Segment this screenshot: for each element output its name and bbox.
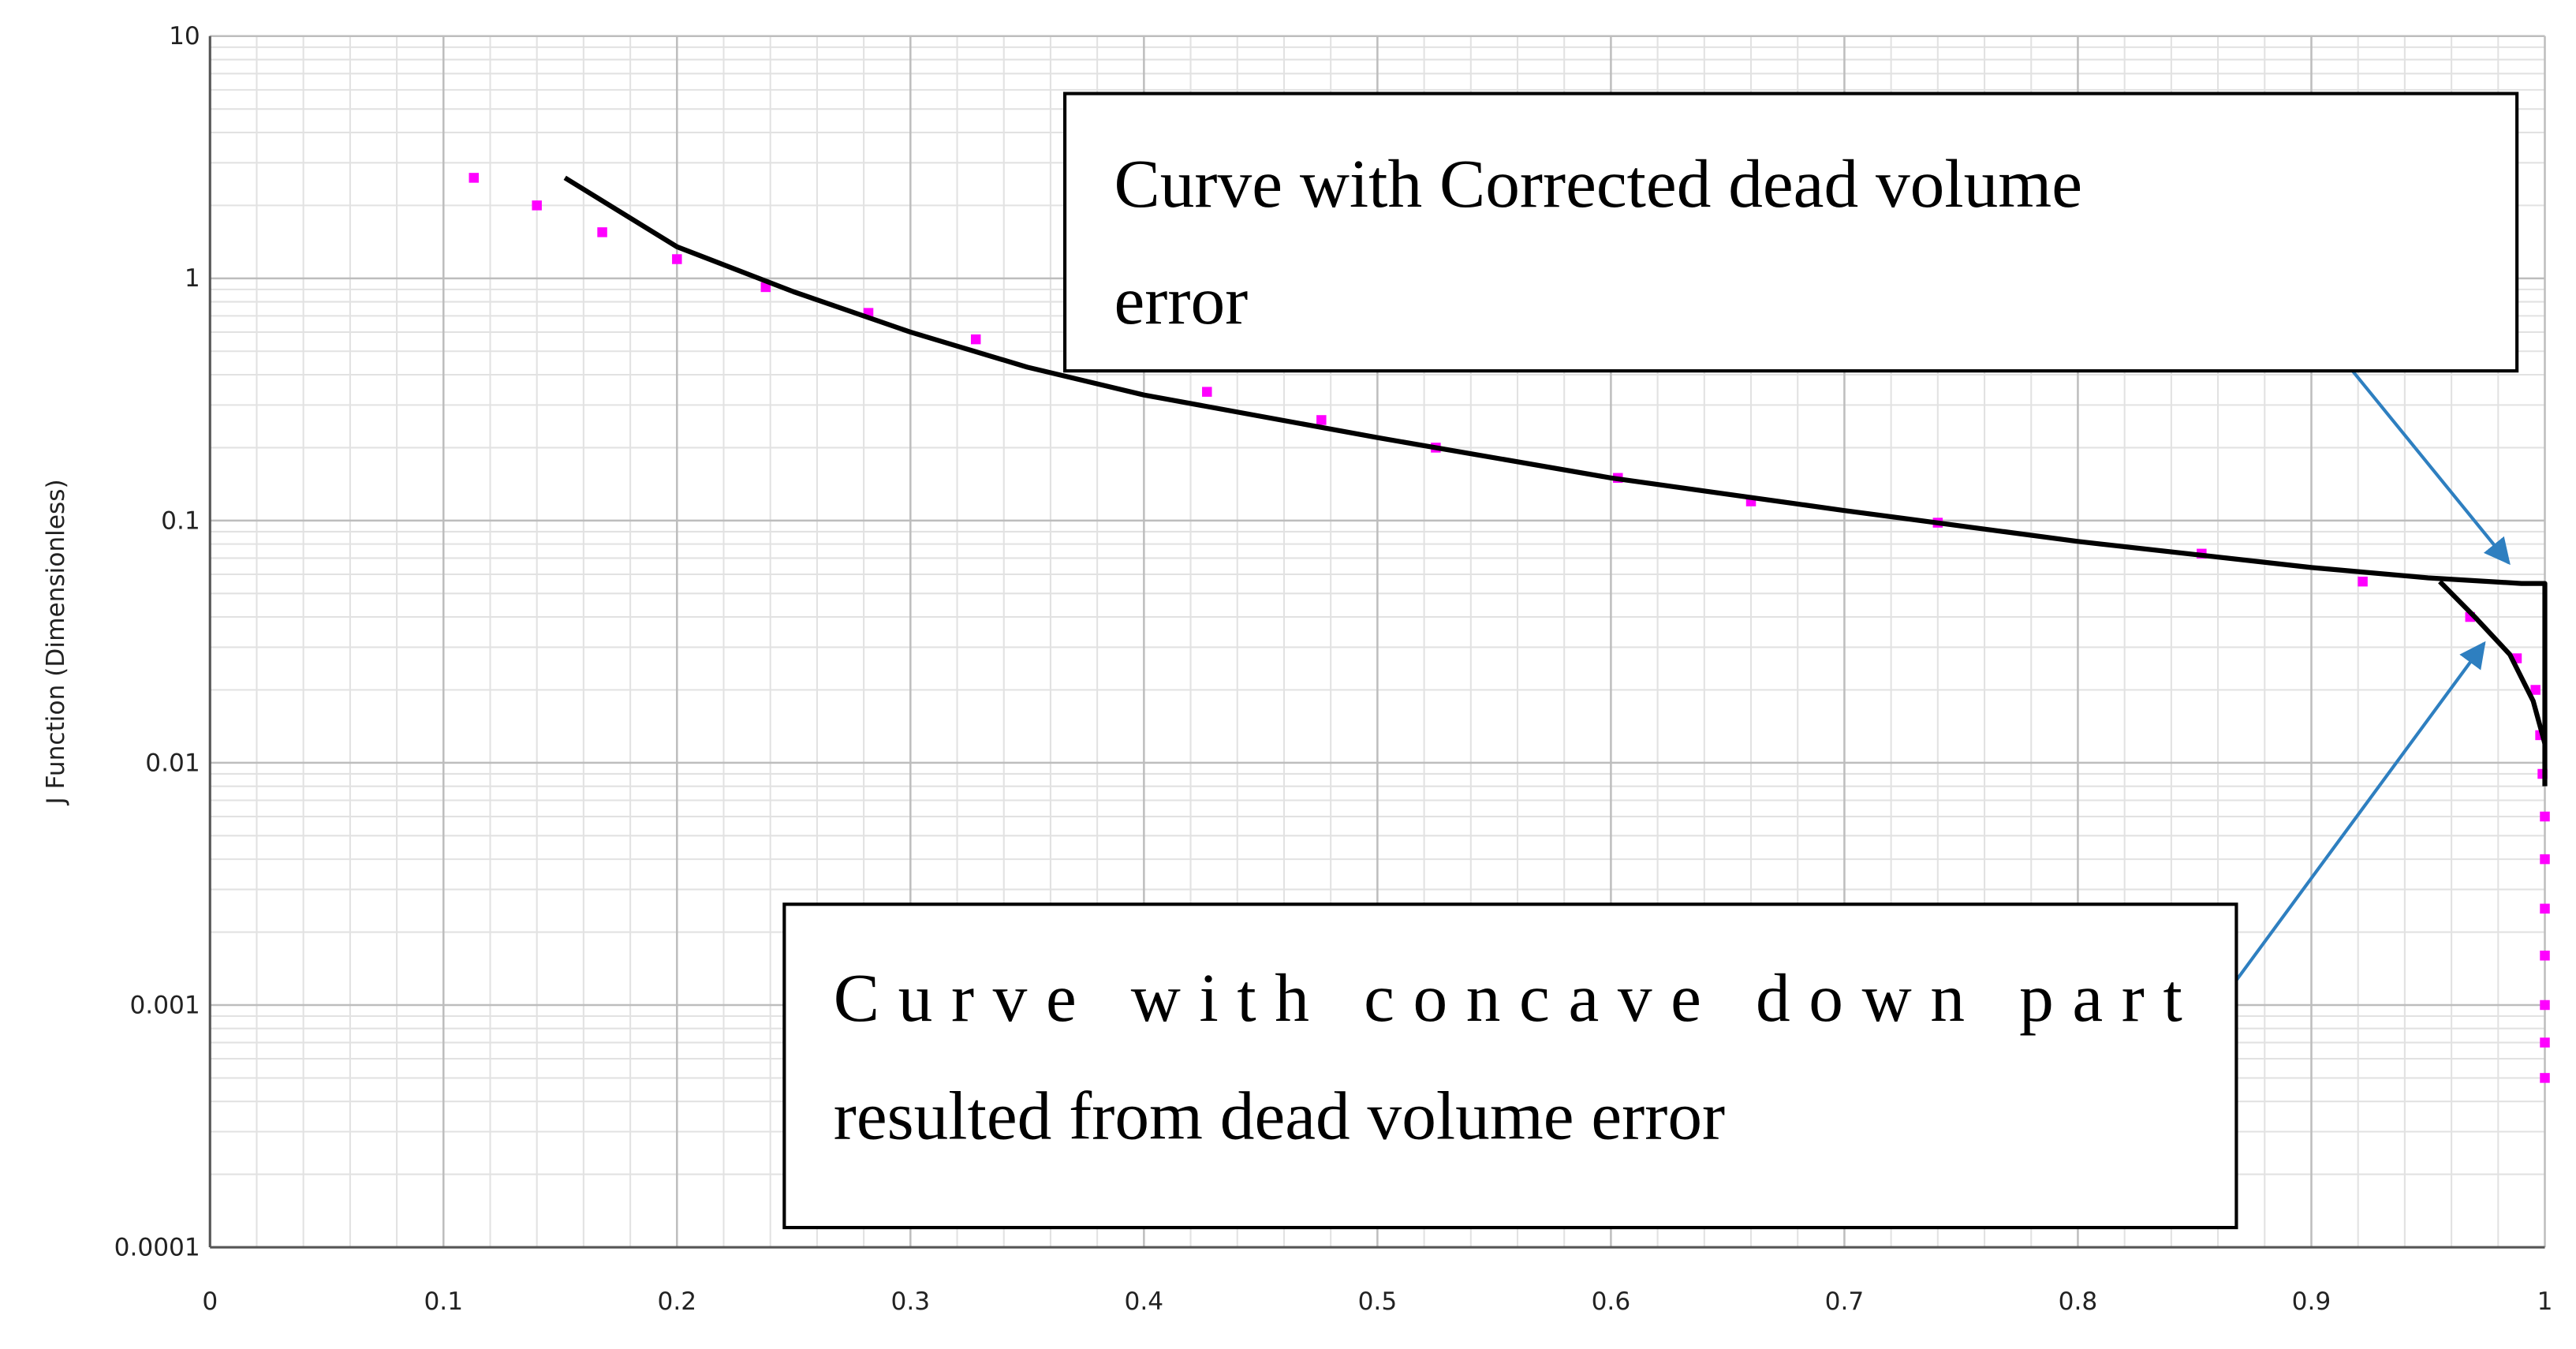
y-tick-label: 0.1 [161, 506, 200, 535]
x-tick-label: 1 [2537, 1287, 2553, 1316]
point [2540, 1037, 2550, 1048]
point [1316, 415, 1327, 425]
y-tick-label: 0.01 [145, 749, 200, 777]
y-tick-label: 0.001 [129, 991, 200, 1019]
point [2358, 576, 2368, 587]
point [970, 334, 981, 345]
x-tick-label: 0.6 [1592, 1287, 1631, 1316]
y-tick-label: 1 [185, 264, 200, 293]
y-tick-label: 10 [169, 22, 200, 50]
x-tick-label: 0 [202, 1287, 218, 1316]
point [672, 254, 682, 264]
plot [469, 173, 2550, 1083]
point [597, 227, 607, 237]
annotation: resulted from dead volume error [834, 1078, 1725, 1154]
annotation-box [782, 902, 2238, 1230]
curve [2438, 579, 2548, 745]
point [2540, 1073, 2550, 1083]
x-tick-label: 0.7 [1825, 1287, 1865, 1316]
annotation-box [1063, 92, 2519, 373]
point [2540, 811, 2550, 822]
annotation: error [1114, 262, 1248, 338]
y-tick-label: 0.0001 [114, 1233, 200, 1261]
x-tick-label: 0.4 [1125, 1287, 1164, 1316]
point [1202, 387, 1212, 397]
x-tick-label: 0.8 [2059, 1287, 2098, 1316]
x-tick-label: 0.9 [2292, 1287, 2331, 1316]
annotation: Curve with Corrected dead volume [1114, 145, 2082, 222]
point [760, 282, 771, 293]
point [2540, 903, 2550, 914]
point [2530, 685, 2541, 695]
point [2540, 1000, 2550, 1011]
point [2540, 854, 2550, 865]
point [532, 200, 542, 211]
x-tick-label: 0.1 [424, 1287, 463, 1316]
arrow [2231, 641, 2486, 986]
x-tick-label: 0.3 [891, 1287, 931, 1316]
curve [563, 175, 2548, 787]
x-tick-label: 0.5 [1358, 1287, 1398, 1316]
x-tick-label: 0.2 [657, 1287, 696, 1316]
point [2540, 951, 2550, 961]
y-axis-label: J Function (Dimensionless) [42, 479, 70, 805]
point [469, 173, 479, 183]
